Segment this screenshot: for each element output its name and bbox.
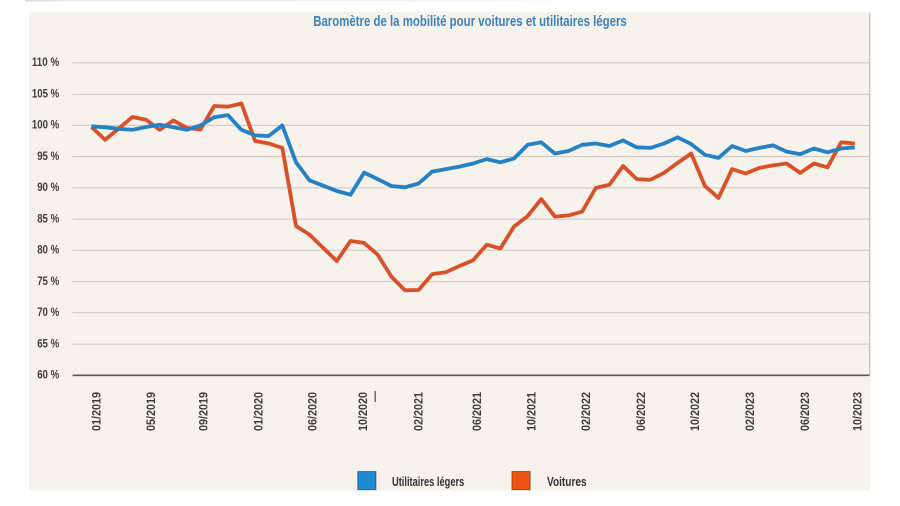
svg-text:10/2021: 10/2021 (526, 392, 539, 431)
svg-text:Baromètre de la mobilité pour: Baromètre de la mobilité pour voitures e… (313, 14, 627, 30)
svg-text:100 %: 100 % (32, 118, 59, 132)
svg-text:06/2020: 06/2020 (307, 392, 320, 431)
svg-text:65 %: 65 % (37, 336, 59, 350)
svg-text:10/2020: 10/2020 (357, 392, 370, 431)
svg-text:95 %: 95 % (37, 149, 59, 163)
svg-text:110 %: 110 % (32, 55, 59, 69)
svg-text:90 %: 90 % (37, 180, 59, 194)
svg-text:105 %: 105 % (32, 87, 59, 101)
svg-text:85 %: 85 % (37, 211, 59, 225)
svg-text:06/2023: 06/2023 (799, 392, 812, 431)
svg-text:06/2022: 06/2022 (635, 392, 648, 431)
svg-text:01/2020: 01/2020 (253, 392, 266, 431)
svg-text:80 %: 80 % (37, 243, 59, 257)
svg-text:05/2019: 05/2019 (145, 392, 158, 431)
svg-text:70 %: 70 % (37, 305, 59, 319)
svg-text:10/2023: 10/2023 (852, 392, 865, 431)
svg-text:75 %: 75 % (37, 274, 59, 288)
svg-text:06/2021: 06/2021 (471, 392, 484, 431)
svg-text:09/2019: 09/2019 (198, 392, 211, 431)
svg-text:Utilitaires légers: Utilitaires légers (392, 474, 464, 489)
svg-text:02/2023: 02/2023 (744, 392, 757, 431)
svg-text:02/2021: 02/2021 (413, 392, 426, 431)
svg-text:Voitures: Voitures (547, 474, 587, 489)
svg-text:01/2019: 01/2019 (90, 392, 103, 431)
svg-text:60 %: 60 % (37, 368, 59, 382)
svg-text:10/2022: 10/2022 (689, 392, 702, 431)
svg-text:02/2022: 02/2022 (580, 392, 593, 431)
